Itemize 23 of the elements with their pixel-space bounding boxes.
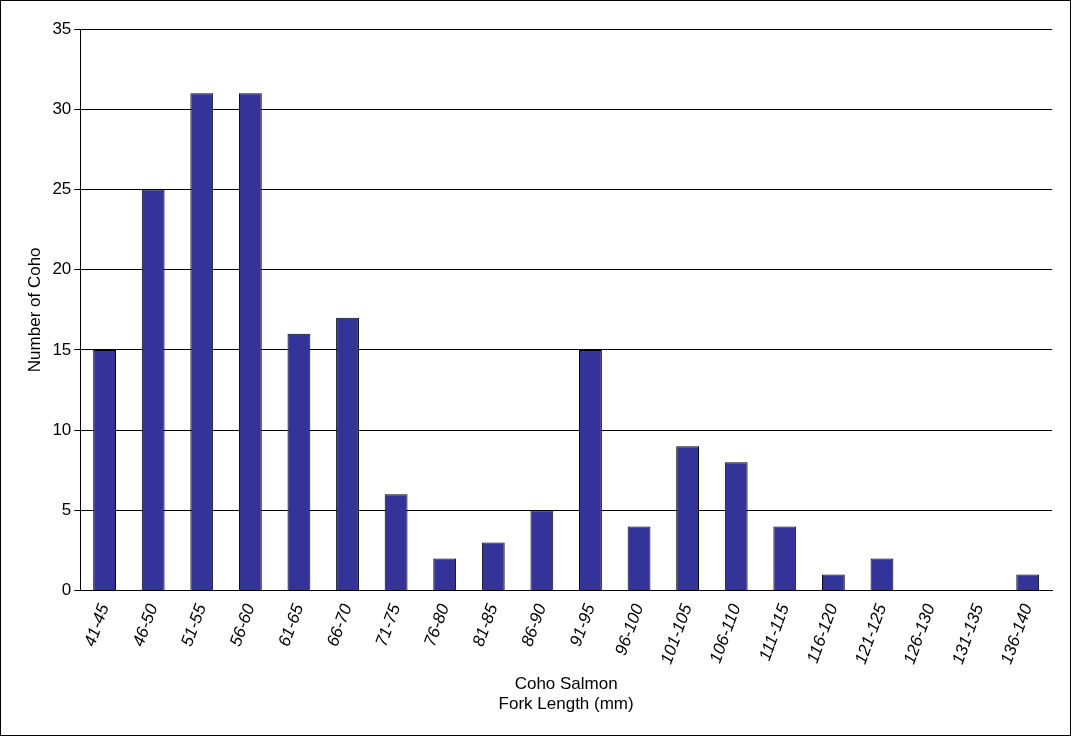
x-tick-label: 56-60 bbox=[225, 601, 259, 649]
y-tick-label: 20 bbox=[52, 259, 72, 279]
y-tick-label: 35 bbox=[52, 18, 72, 38]
y-tick-label: 0 bbox=[61, 580, 72, 600]
x-tick-label: 111-115 bbox=[755, 601, 794, 664]
x-tick-label: 96-100 bbox=[611, 601, 648, 658]
x-tick-label: 71-75 bbox=[371, 601, 405, 649]
y-tick-label: 5 bbox=[61, 500, 72, 520]
y-tick-label: 15 bbox=[52, 339, 72, 359]
x-axis-title: Coho Salmon Fork Length (mm) bbox=[498, 674, 634, 714]
x-tick-label: 86-90 bbox=[517, 601, 551, 649]
x-tick-label: 51-55 bbox=[177, 601, 211, 649]
x-tick-label: 46-50 bbox=[128, 601, 162, 649]
x-tick-label: 61-65 bbox=[274, 601, 308, 649]
y-tick-label: 30 bbox=[52, 98, 72, 118]
x-tick-label: 41-45 bbox=[80, 601, 113, 649]
x-tick-label: 91-95 bbox=[565, 601, 599, 649]
x-tick-label: 76-80 bbox=[420, 601, 454, 649]
y-tick-label: 10 bbox=[52, 419, 72, 439]
x-tick-label: 81-85 bbox=[468, 601, 502, 649]
x-tick-label: 66-70 bbox=[323, 601, 356, 649]
y-tick-label: 25 bbox=[52, 179, 72, 199]
y-axis-title: Number of Coho bbox=[24, 247, 44, 373]
